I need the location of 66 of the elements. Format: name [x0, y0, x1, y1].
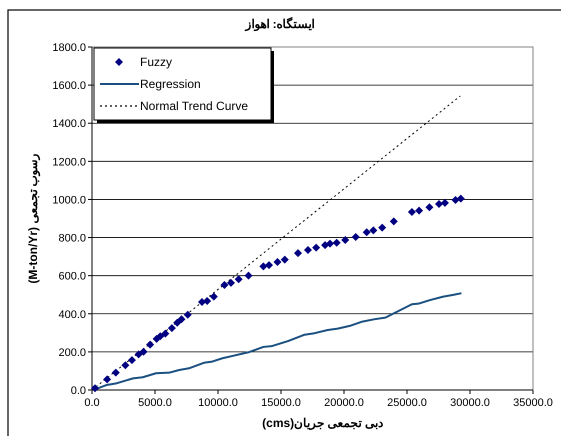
- point: [435, 200, 444, 208]
- point: [425, 203, 434, 212]
- y-tick-label: 0.0: [70, 385, 86, 397]
- legend-label: Normal Trend Curve: [140, 99, 248, 113]
- x-tick-label: 15000.0: [261, 397, 301, 409]
- point: [415, 206, 424, 215]
- point: [456, 194, 465, 203]
- y-axis-title: رسوب تجمعی (M-ton/Yr): [26, 153, 41, 284]
- chart-title: ایستگاه: اهواز: [244, 16, 315, 32]
- y-tick-label: 400.0: [58, 308, 86, 321]
- y-tick-label: 1800.0: [52, 42, 86, 54]
- x-tick-label: 10000.0: [198, 397, 238, 409]
- point: [156, 332, 164, 340]
- point: [304, 246, 312, 254]
- point: [362, 228, 371, 236]
- point: [146, 340, 154, 349]
- point: [128, 356, 136, 364]
- y-tick-label: 800.0: [58, 232, 86, 245]
- point: [408, 208, 416, 216]
- point: [332, 238, 341, 247]
- x-tick-label: 0.0: [84, 397, 100, 409]
- y-tick-label: 1600.0: [52, 80, 86, 92]
- point: [91, 384, 100, 392]
- x-tick-label: 30000.0: [450, 397, 490, 409]
- point: [440, 198, 449, 207]
- point: [294, 249, 302, 258]
- point: [140, 348, 148, 356]
- y-tick-label: 200.0: [58, 346, 86, 359]
- legend-label: Fuzzy: [140, 55, 172, 69]
- point: [312, 244, 320, 252]
- y-tick-label: 600.0: [58, 270, 86, 283]
- point: [234, 275, 243, 284]
- x-tick-label: 35000.0: [513, 397, 553, 409]
- point: [173, 318, 182, 327]
- point: [121, 361, 130, 370]
- point: [220, 281, 228, 290]
- point: [134, 350, 143, 358]
- point: [161, 330, 170, 338]
- point: [103, 375, 112, 384]
- point: [244, 272, 252, 280]
- point: [259, 262, 268, 270]
- x-axis-title: دبی تجمعی جریان(cms): [262, 416, 383, 431]
- point: [452, 196, 460, 204]
- x-tick-label: 5000.0: [138, 397, 172, 409]
- point: [226, 278, 235, 287]
- point: [184, 310, 192, 319]
- point: [341, 236, 350, 244]
- x-tick-label: 25000.0: [387, 397, 427, 409]
- y-tick-label: 1400.0: [52, 118, 86, 130]
- point: [369, 226, 378, 234]
- legend-label: Regression: [140, 77, 201, 91]
- point: [177, 315, 186, 324]
- point: [265, 261, 274, 270]
- point: [352, 232, 360, 241]
- point: [210, 292, 218, 301]
- point: [203, 297, 212, 306]
- point: [390, 217, 398, 226]
- point: [378, 224, 386, 232]
- x-tick-label: 20000.0: [324, 397, 364, 409]
- point: [112, 368, 120, 377]
- y-tick-label: 1200.0: [52, 156, 86, 168]
- point: [273, 258, 282, 266]
- point: [168, 324, 176, 332]
- point: [326, 240, 334, 248]
- y-tick-label: 1000.0: [52, 194, 86, 206]
- point: [280, 256, 289, 264]
